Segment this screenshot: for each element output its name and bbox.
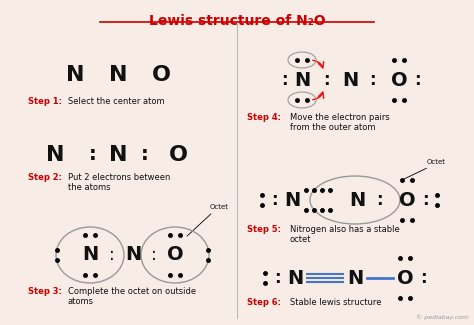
- Text: N: N: [46, 145, 64, 165]
- Text: O: O: [391, 71, 407, 89]
- Text: :: :: [419, 269, 426, 287]
- Text: from the outer atom: from the outer atom: [290, 123, 375, 132]
- Text: Step 1:: Step 1:: [28, 97, 62, 106]
- Text: Step 5:: Step 5:: [247, 225, 281, 234]
- Text: N: N: [294, 71, 310, 89]
- Text: Octet: Octet: [427, 159, 446, 165]
- Text: :: :: [414, 71, 420, 89]
- Text: :: :: [369, 71, 375, 89]
- Text: Move the electron pairs: Move the electron pairs: [290, 113, 390, 122]
- Text: N: N: [287, 268, 303, 288]
- Text: Step 3:: Step 3:: [28, 287, 62, 296]
- Text: :: :: [109, 246, 115, 264]
- Text: :: :: [151, 246, 157, 264]
- Text: N: N: [66, 65, 84, 85]
- Text: :: :: [273, 269, 280, 287]
- Text: Stable lewis structure: Stable lewis structure: [290, 298, 382, 307]
- Text: Octet: Octet: [210, 204, 229, 210]
- Text: :: :: [141, 146, 149, 164]
- Text: N: N: [125, 245, 141, 265]
- Text: Step 4:: Step 4:: [247, 113, 281, 122]
- Text: Select the center atom: Select the center atom: [68, 97, 164, 106]
- Text: O: O: [152, 65, 171, 85]
- Text: Step 6:: Step 6:: [247, 298, 281, 307]
- Text: octet: octet: [290, 235, 311, 244]
- Text: N: N: [342, 71, 358, 89]
- Text: O: O: [397, 268, 413, 288]
- Text: :: :: [281, 71, 287, 89]
- Text: O: O: [168, 145, 188, 165]
- Text: © pediabay.com: © pediabay.com: [416, 314, 468, 320]
- Text: atoms: atoms: [68, 297, 94, 306]
- Text: :: :: [422, 191, 428, 209]
- Text: N: N: [349, 190, 365, 210]
- Text: Step 2:: Step 2:: [28, 173, 62, 182]
- Text: N: N: [109, 65, 127, 85]
- Text: :: :: [376, 191, 383, 209]
- Text: N: N: [82, 245, 98, 265]
- Text: Nitrogen also has a stable: Nitrogen also has a stable: [290, 225, 400, 234]
- Text: Lewis structure of N₂O: Lewis structure of N₂O: [149, 14, 325, 28]
- Text: Complete the octet on outside: Complete the octet on outside: [68, 287, 196, 296]
- Text: :: :: [89, 146, 97, 164]
- Text: N: N: [284, 190, 300, 210]
- Text: Put 2 electrons between: Put 2 electrons between: [68, 173, 170, 182]
- Text: O: O: [167, 245, 183, 265]
- Text: O: O: [399, 190, 415, 210]
- Text: :: :: [323, 71, 329, 89]
- Text: N: N: [347, 268, 363, 288]
- Text: :: :: [271, 191, 277, 209]
- Text: the atoms: the atoms: [68, 183, 110, 192]
- Text: N: N: [109, 145, 127, 165]
